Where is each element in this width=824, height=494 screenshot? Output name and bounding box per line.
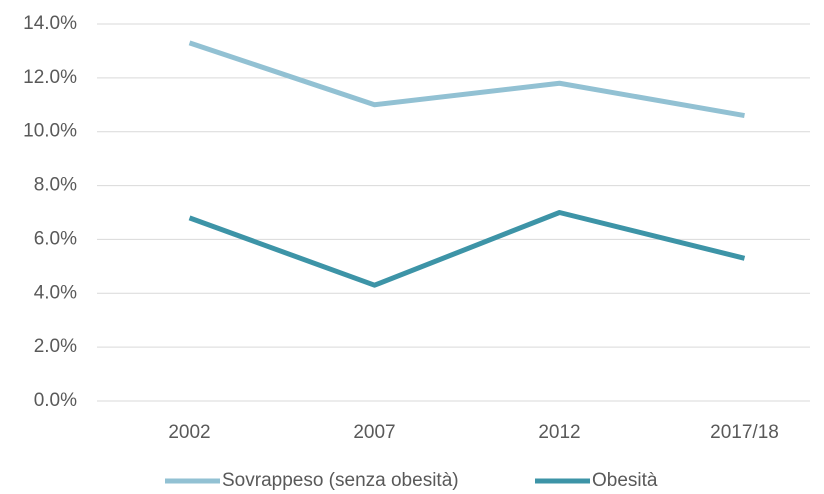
x-tick-label: 2017/18 bbox=[710, 422, 779, 443]
x-tick-label: 2012 bbox=[538, 422, 580, 443]
x-tick-label: 2007 bbox=[353, 422, 395, 443]
y-tick-label: 6.0% bbox=[34, 228, 77, 249]
legend-label: Obesità bbox=[592, 470, 658, 491]
y-tick-label: 14.0% bbox=[23, 13, 77, 34]
y-tick-label: 10.0% bbox=[23, 121, 77, 142]
series-line bbox=[188, 210, 746, 288]
y-tick-label: 0.0% bbox=[34, 390, 77, 411]
y-tick-label: 4.0% bbox=[34, 282, 77, 303]
y-tick-label: 2.0% bbox=[34, 336, 77, 357]
x-tick-label: 2002 bbox=[168, 422, 210, 443]
y-tick-label: 12.0% bbox=[23, 67, 77, 88]
y-tick-label: 8.0% bbox=[34, 175, 77, 196]
legend-label: Sovrappeso (senza obesità) bbox=[222, 470, 459, 491]
series-line bbox=[188, 40, 745, 119]
